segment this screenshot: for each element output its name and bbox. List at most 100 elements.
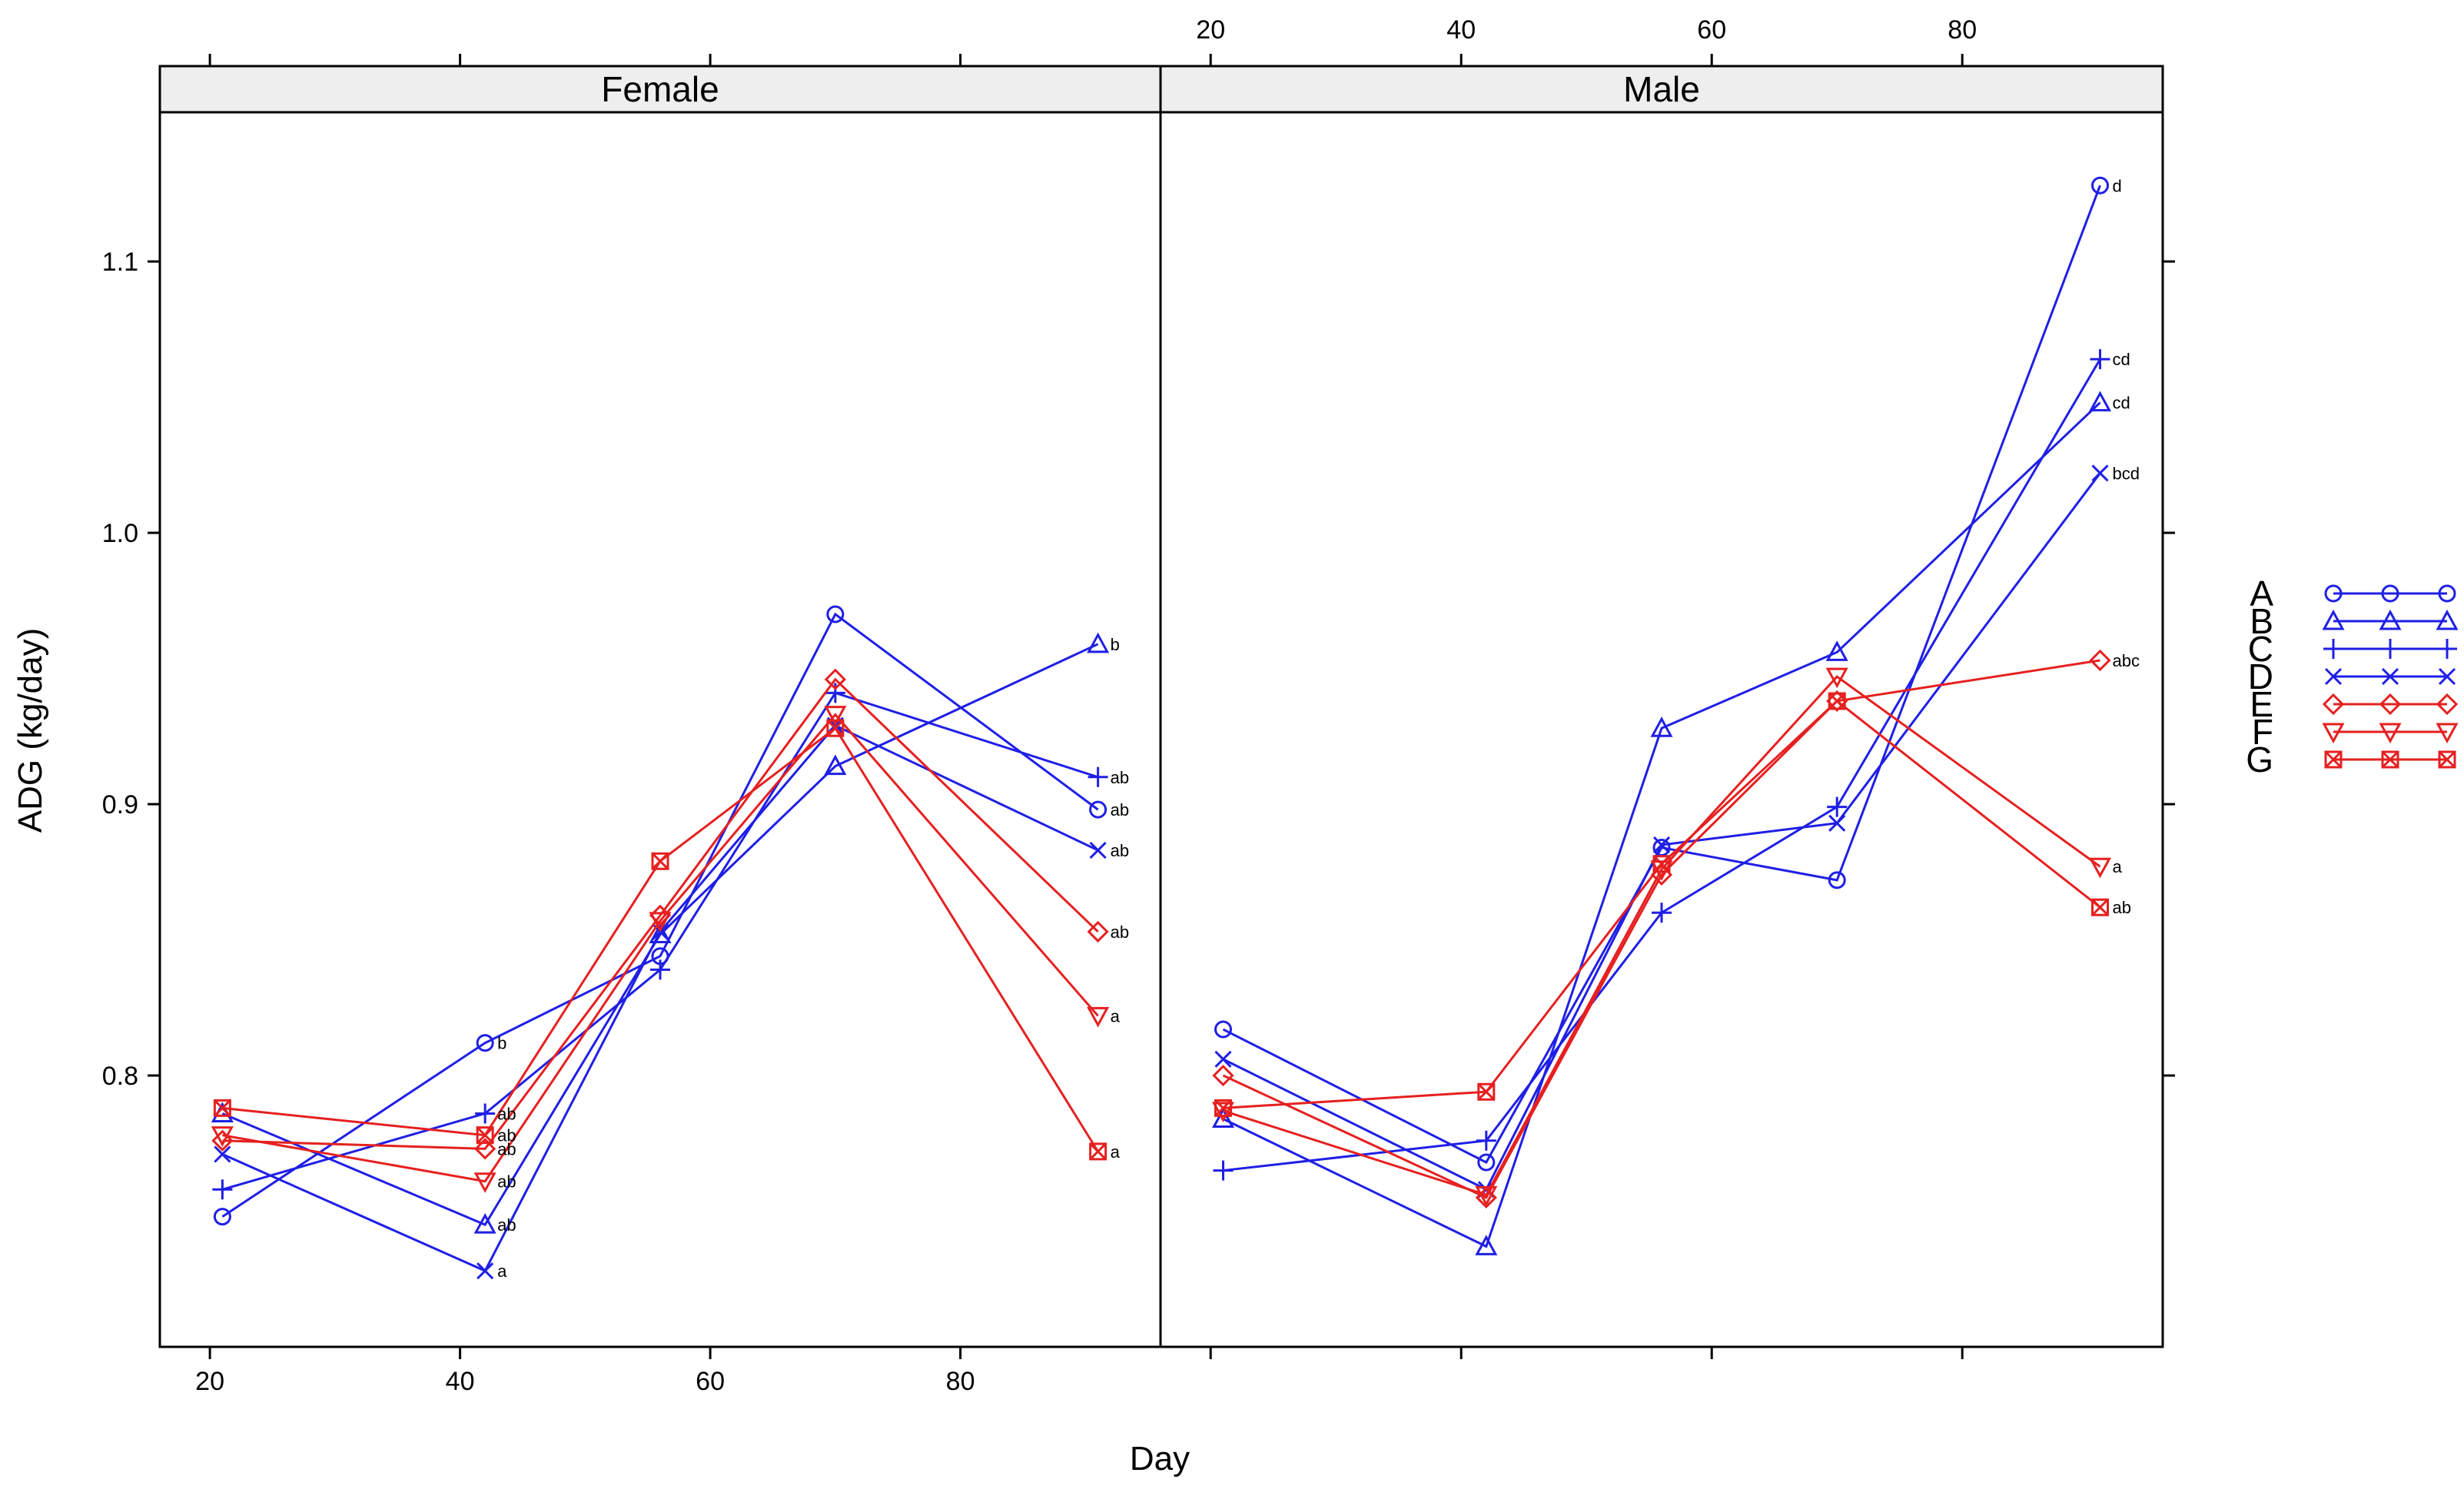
data-point-f (211, 1126, 234, 1147)
data-point-c (212, 1179, 233, 1200)
x-axis-title: Day (1130, 1440, 1190, 1478)
series-line-f (222, 713, 1099, 1183)
legend-label-b: B (2250, 601, 2273, 641)
significance-letter-g: ab (2113, 898, 2131, 917)
strip-label-male: Male (1623, 69, 1700, 109)
x-tick-label-top: 80 (1948, 15, 1977, 45)
series-line-b (221, 643, 1099, 1227)
significance-letter-e: ab (1111, 923, 1129, 942)
data-point-b (473, 1213, 496, 1234)
data-point-a (1828, 871, 1846, 889)
legend-marker-a (2438, 584, 2456, 603)
data-point-b (824, 754, 847, 776)
data-point-g (826, 719, 845, 737)
series-line-a (1222, 185, 2101, 1164)
legend-label-e: E (2250, 684, 2273, 724)
data-point-b (1825, 640, 1848, 661)
data-point-d (1089, 842, 1107, 859)
data-point-g (1477, 1082, 1496, 1101)
x-tick-label: 60 (696, 1367, 725, 1396)
series-a (1214, 176, 2109, 1172)
data-point-g (1828, 692, 1846, 710)
legend-marker-e (2379, 693, 2402, 716)
y-tick-label: 1.1 (102, 248, 138, 277)
legend-marker-c (2437, 639, 2457, 659)
legend-marker-c (2323, 639, 2343, 659)
significance-letter-a: ab (1111, 800, 1129, 819)
data-point-d (1828, 814, 1846, 832)
series-d (214, 716, 1107, 1280)
strip-female (158, 65, 1162, 114)
legend-label-d: D (2248, 657, 2273, 696)
series-b (211, 632, 1110, 1234)
data-point-a (826, 605, 845, 623)
legend-marker-d (2381, 667, 2399, 686)
series-c (212, 683, 1108, 1200)
data-point-b (2088, 391, 2112, 412)
significance-letter-d: a (497, 1262, 507, 1281)
legend-item-b: B (2250, 601, 2459, 641)
series-a (213, 605, 1107, 1226)
data-point-a (213, 1208, 231, 1226)
x-tick-label-top: 20 (1196, 15, 1225, 45)
legend-item-e: E (2250, 684, 2459, 724)
data-point-c (1213, 1160, 1234, 1181)
y-tick-label: 1.0 (102, 519, 138, 548)
strip-male (1159, 65, 2164, 114)
x-tick-label-top: 60 (1697, 15, 1726, 45)
strip-label-female: Female (601, 69, 719, 109)
legend-label-a: A (2250, 573, 2273, 613)
significance-letter-e: ab (497, 1139, 516, 1159)
legend-marker-e (2322, 693, 2345, 716)
data-point-a (1089, 800, 1107, 819)
legend-marker-b (2379, 609, 2402, 630)
data-point-e (1212, 1064, 1234, 1087)
series-line-g (222, 726, 1099, 1152)
significance-letter-b: b (1111, 635, 1120, 654)
significance-letter-c: ab (1111, 768, 1129, 787)
series-g (213, 719, 1107, 1161)
legend-item-f: F (2252, 712, 2459, 752)
data-point-a (1477, 1153, 1496, 1172)
series-f (211, 706, 1110, 1193)
panel-male: Male 20 40 60 80 d cd cd bcd abc a ab (1159, 15, 2175, 1359)
x-tick-label: 20 (195, 1367, 224, 1396)
y-tick-label: 0.9 (102, 790, 138, 819)
data-point-a (1214, 1020, 1232, 1039)
significance-letter-f: ab (497, 1172, 516, 1192)
data-point-e (211, 1129, 234, 1152)
y-axis-title: ADG (kg/day) (12, 628, 49, 833)
significance-letter-g: ab (497, 1126, 516, 1145)
series-line-b (1222, 401, 2101, 1248)
data-point-d (1652, 836, 1671, 854)
legend-item-d: D (2248, 657, 2456, 696)
series-e (1212, 649, 2111, 1208)
significance-letter-c: cd (2113, 350, 2130, 369)
x-tick-label-top: 40 (1446, 15, 1476, 45)
data-point-e (824, 668, 846, 690)
legend-label-c: C (2248, 629, 2273, 669)
legend-label-g: G (2246, 740, 2273, 780)
data-point-c (1652, 903, 1672, 923)
data-point-a (2091, 176, 2109, 194)
data-point-f (473, 1172, 496, 1193)
series-line-f (1223, 675, 2101, 1197)
data-point-g (1214, 1099, 1232, 1117)
legend-marker-f (2436, 723, 2459, 744)
series-g (1214, 692, 2109, 1117)
data-point-g (2091, 898, 2109, 916)
series-line-c (1223, 358, 2101, 1172)
data-point-c (1476, 1130, 1496, 1151)
significance-letter-e: abc (2113, 651, 2140, 670)
legend-label-f: F (2252, 712, 2273, 752)
legend-marker-d (2324, 667, 2343, 686)
data-point-f (649, 912, 672, 933)
legend-item-a: A (2250, 573, 2456, 613)
legend-marker-d (2438, 667, 2456, 686)
y-tick-label: 0.8 (102, 1062, 138, 1091)
x-tick-label: 80 (946, 1367, 975, 1396)
data-point-g (651, 852, 669, 870)
legend-marker-c (2380, 639, 2400, 659)
